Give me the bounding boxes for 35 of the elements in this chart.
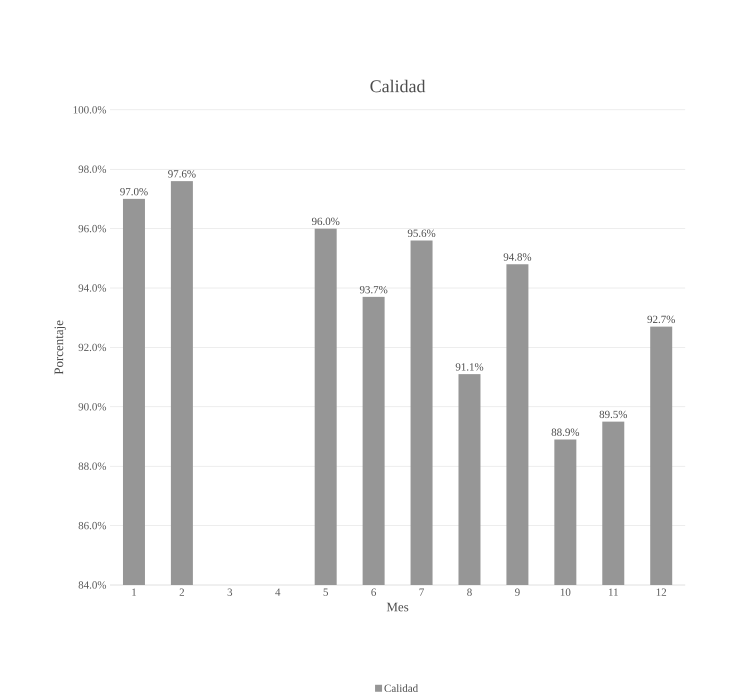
y-tick-label: 98.0% (78, 166, 106, 173)
y-tick-label: 88.0% (78, 462, 106, 470)
x-tick-label: 8 (467, 588, 472, 596)
x-tick-label: 12 (656, 588, 666, 596)
x-tick-label: 9 (515, 588, 520, 596)
data-label: 97.6% (168, 170, 196, 178)
y-tick-label: 90.0% (78, 403, 106, 411)
data-label: 88.9% (552, 428, 580, 436)
data-label: 94.8% (504, 253, 532, 261)
x-tick-label: 7 (420, 588, 424, 596)
x-tick-label: 3 (228, 588, 232, 596)
x-tick-label: 11 (608, 588, 618, 596)
x-tick-label: 6 (371, 588, 376, 596)
data-label: 89.5% (600, 410, 628, 418)
x-axis-title: Mes (386, 602, 408, 612)
y-tick-label: 100.0% (74, 106, 106, 114)
data-label: 97.0% (120, 188, 148, 196)
data-label: 91.1% (456, 363, 484, 371)
y-tick-label: 86.0% (78, 522, 106, 530)
data-label: 96.0% (312, 218, 340, 226)
chart-title: Calidad (370, 80, 426, 92)
y-tick-label: 84.0% (78, 581, 106, 589)
y-tick-label: 94.0% (78, 284, 106, 292)
y-axis-title: Porcentaje (54, 320, 66, 374)
x-tick-label: 1 (132, 588, 136, 596)
data-label: 95.6% (408, 230, 436, 237)
data-label: 92.7% (647, 316, 675, 324)
x-tick-label: 4 (275, 588, 280, 596)
data-label: 93.7% (360, 286, 388, 294)
x-tick-label: 2 (180, 588, 184, 596)
x-tick-label: 10 (560, 588, 570, 596)
legend-label: Calidad (384, 684, 418, 692)
y-tick-label: 92.0% (78, 344, 106, 352)
x-tick-label: 5 (324, 588, 328, 596)
y-tick-label: 96.0% (78, 224, 106, 232)
